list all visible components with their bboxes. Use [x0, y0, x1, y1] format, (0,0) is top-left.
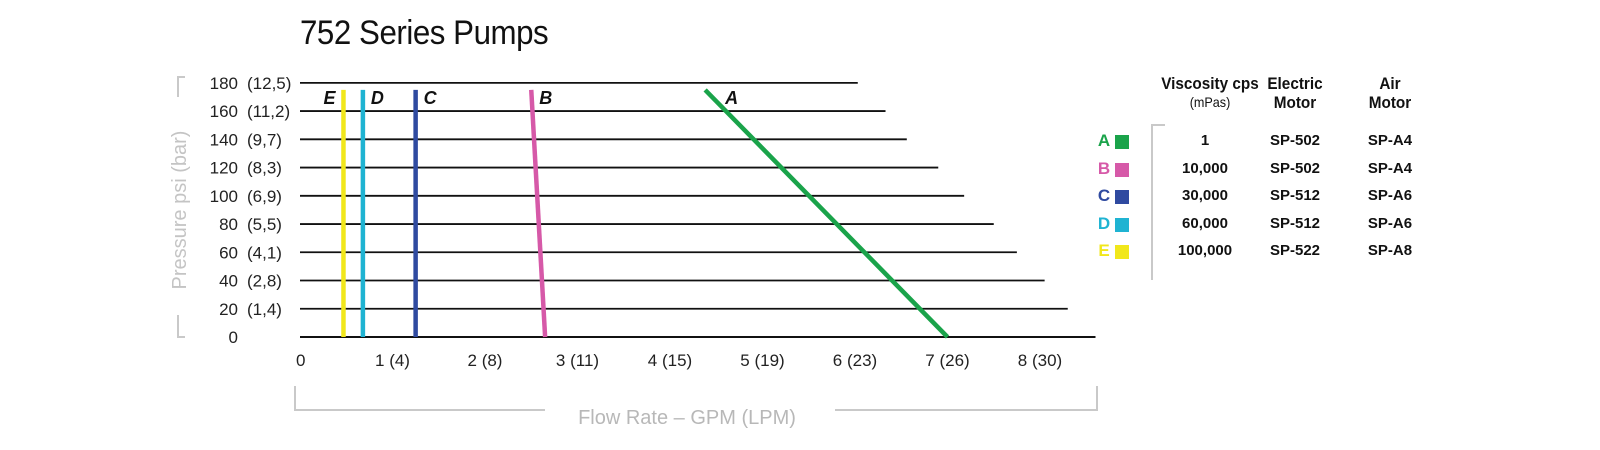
y-axis-title: Pressure psi (bar) — [169, 131, 191, 290]
legend-header-electric-line1: Electric — [1267, 74, 1323, 93]
x-tick-label: 6 (23) — [833, 351, 877, 370]
legend-letter: B — [1097, 158, 1111, 178]
series-line-b — [529, 89, 548, 338]
y-tick-bar: (1,4) — [247, 300, 282, 319]
legend-header-viscosity-unit: (mPas) — [1189, 94, 1231, 110]
y-tick-bar: (4,1) — [247, 243, 282, 262]
series-line-a — [703, 88, 950, 339]
y-tick-psi: 100 — [210, 187, 238, 206]
series-labels: A B C D E — [323, 88, 738, 108]
legend-electric-motor: SP-502 — [1269, 159, 1321, 177]
y-tick-psi: 140 — [210, 130, 238, 149]
y-tick-psi: 40 — [219, 272, 238, 291]
y-tick-psi: 0 — [229, 328, 238, 347]
legend-electric-motor: SP-502 — [1269, 132, 1321, 149]
legend-swatch — [1115, 245, 1129, 259]
x-tick-label: 4 (15) — [648, 351, 692, 370]
y-tick-psi: 120 — [210, 159, 238, 178]
x-tick-label: 5 (19) — [740, 351, 784, 370]
series-label-b: B — [539, 88, 552, 108]
legend-letter: D — [1097, 213, 1111, 233]
legend-viscosity: 1 — [1200, 132, 1210, 149]
pump-performance-chart: A B C D E 0 20 (1,4) 40 (2,8) 60 (4,1) 80 (5,5) 100 (6… — [169, 74, 1098, 429]
x-tick-label: 2 (8) — [468, 351, 503, 370]
series-lines — [341, 88, 950, 339]
legend-electric-motor: SP-512 — [1269, 214, 1321, 232]
legend-swatch — [1115, 162, 1129, 177]
x-axis-title: Flow Rate – GPM (LPM) — [578, 407, 796, 429]
series-label-e: E — [323, 88, 336, 108]
legend-air-motor: SP-A6 — [1367, 214, 1413, 232]
legend-swatch — [1115, 190, 1129, 204]
legend-header-air: Air Motor — [1354, 74, 1426, 112]
legend-air-motor: SP-A4 — [1367, 132, 1413, 149]
y-tick-psi: 160 — [210, 102, 238, 121]
series-label-d: D — [371, 88, 384, 108]
legend-viscosity: 100,000 — [1177, 242, 1233, 259]
y-tick-psi: 80 — [219, 215, 238, 234]
y-tick-psi: 180 — [210, 74, 238, 93]
x-tick-labels: 0 1 (4) 2 (8) 3 (11) 4 (15) 5 (19) 6 (23) 7 (26… — [296, 351, 1062, 370]
legend-header-electric-line2: Motor — [1273, 93, 1317, 112]
legend-header-electric: Electric Motor — [1259, 74, 1331, 112]
legend-header-viscosity: Viscosity cps (mPas) — [1147, 74, 1273, 112]
y-tick-bar: (2,8) — [247, 272, 282, 291]
legend-viscosity: 30,000 — [1182, 187, 1228, 204]
y-tick-bar: (8,3) — [247, 159, 282, 178]
x-bracket-left — [294, 386, 545, 411]
y-tick-bar: (12,5) — [247, 74, 291, 93]
y-tick-bar: (9,7) — [247, 130, 282, 149]
y-tick-psi: 20 — [219, 300, 238, 319]
legend-letter: A — [1097, 131, 1111, 150]
x-tick-label: 7 (26) — [925, 351, 969, 370]
y-tick-labels: 0 20 (1,4) 40 (2,8) 60 (4,1) 80 (5,5) 100 (6,9) 120… — [210, 74, 292, 347]
legend-swatch — [1115, 217, 1129, 232]
x-tick-label: 8 (30) — [1018, 351, 1062, 370]
legend-letter: E — [1098, 241, 1110, 260]
y-tick-bar: (6,9) — [247, 187, 282, 206]
legend-air-motor: SP-A4 — [1367, 159, 1413, 177]
legend-header-viscosity-label: Viscosity cps — [1161, 74, 1259, 93]
legend-letter: C — [1097, 186, 1111, 205]
legend-air-motor: SP-A6 — [1367, 187, 1413, 204]
x-tick-label: 0 — [296, 351, 305, 370]
legend-electric-motor: SP-522 — [1269, 242, 1321, 259]
y-tick-psi: 60 — [219, 243, 238, 262]
x-tick-label: 1 (4) — [375, 351, 410, 370]
gridlines — [300, 81, 1096, 338]
legend-air-motor: SP-A8 — [1367, 242, 1413, 259]
legend-row-a: A 1 SP-502 SP-A4 — [1098, 130, 1555, 154]
page-title: 752 Series Pumps — [300, 14, 549, 52]
legend-swatch — [1115, 135, 1129, 149]
y-bracket-top — [177, 76, 185, 97]
legend-bracket — [1151, 124, 1165, 280]
legend-viscosity: 10,000 — [1182, 159, 1228, 177]
y-tick-bar: (5,5) — [247, 215, 282, 234]
y-tick-bar: (11,2) — [247, 102, 290, 121]
legend-header-air-line1: Air — [1379, 74, 1401, 93]
x-tick-label: 3 (11) — [556, 351, 599, 370]
series-label-c: C — [424, 88, 438, 108]
legend-row-c: C 30,000 SP-512 SP-A6 — [1098, 185, 1555, 209]
x-axis-bracket — [294, 386, 1098, 411]
legend-header-air-line2: Motor — [1368, 93, 1412, 112]
legend-table: Viscosity cps (mPas) Electric Motor Air … — [1098, 74, 1555, 294]
x-bracket-right — [835, 386, 1098, 411]
legend-row-e: E 100,000 SP-522 SP-A8 — [1098, 240, 1555, 264]
series-label-a: A — [724, 88, 738, 108]
legend-row-b: B 10,000 SP-502 SP-A4 — [1098, 158, 1555, 182]
legend-row-d: D 60,000 SP-512 SP-A6 — [1098, 213, 1555, 237]
legend-viscosity: 60,000 — [1182, 214, 1228, 232]
y-bracket-bottom — [177, 315, 185, 338]
legend-electric-motor: SP-512 — [1269, 187, 1321, 204]
y-axis-bracket — [177, 76, 185, 338]
